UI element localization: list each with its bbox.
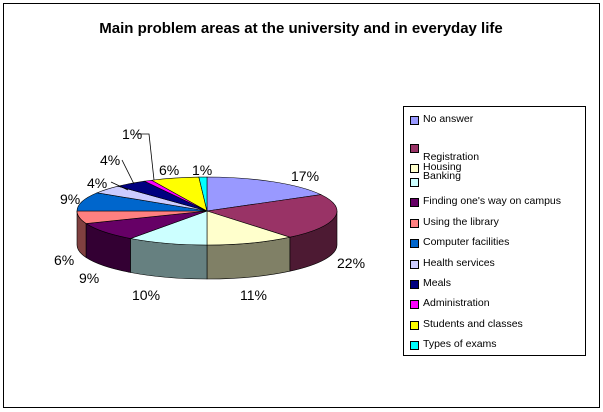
- pie-labels: 17%22%11%10%9%6%9%4%4%1%6% 1%: [54, 126, 365, 303]
- pie-label-banking: 10%: [132, 287, 160, 303]
- legend-item-types-of-exams: Types of exams: [410, 338, 497, 352]
- legend-label: Computer facilities: [423, 236, 510, 248]
- legend-swatch: [410, 321, 419, 330]
- legend-item-housing: Housing: [410, 161, 462, 175]
- pie-label-students-and-classes: 6%: [159, 162, 179, 178]
- leader-line-health-services: [110, 181, 129, 191]
- pie-slice-no-answer: [206, 176, 322, 212]
- legend-swatch: [410, 280, 419, 289]
- legend-swatch: [410, 239, 419, 248]
- chart-title: Main problem areas at the university and…: [99, 20, 503, 37]
- legend-item-banking: Banking: [410, 170, 461, 189]
- pie-sides: [76, 210, 338, 280]
- leader-line-meals: [121, 159, 135, 185]
- legend-swatch: [410, 164, 419, 173]
- legend-swatch: [410, 260, 419, 269]
- pie-slice-types-of-exams: [198, 176, 208, 212]
- pie-label-using-the-library: 6%: [54, 252, 74, 268]
- pie-label-finding-one-s-way-on-campus: 9%: [79, 270, 99, 286]
- chart-frame: Main problem areas at the university and…: [3, 3, 600, 408]
- legend-swatch: [410, 341, 419, 350]
- pie-label-housing: 11%: [240, 287, 267, 303]
- legend-item-administration: Administration: [410, 297, 490, 311]
- pie-label-registration: 22%: [337, 255, 365, 271]
- legend-label: Types of exams: [423, 338, 497, 350]
- legend-item-students-and-classes: Students and classes: [410, 318, 523, 332]
- legend-item-using-the-library: Using the library: [410, 216, 499, 230]
- legend-swatch: [410, 219, 419, 228]
- pie-label-types-of-exams: 1%: [192, 162, 212, 178]
- pie-label-meals: 4%: [100, 152, 120, 168]
- legend-item-no-answer: No answer: [410, 113, 473, 127]
- legend-item-computer-facilities: Computer facilities: [410, 236, 509, 250]
- pie-label-computer-facilities: 9%: [60, 191, 80, 207]
- pie-chart: 17%22%11%10%9%6%9%4%4%1%6% 1%: [54, 126, 365, 303]
- legend-label: Health services: [423, 257, 495, 269]
- legend-label: Finding one's way on campus: [423, 195, 561, 207]
- legend-swatch: [410, 198, 419, 207]
- legend-label: Housing: [423, 161, 462, 173]
- legend-swatch: [410, 116, 419, 125]
- pie-label-health-services: 4%: [87, 175, 107, 191]
- legend-item-finding-one-s-way-on-campus: Finding one's way on campus: [410, 195, 561, 209]
- legend-item-health-services: Health services: [410, 257, 495, 271]
- legend-label: Banking: [423, 170, 461, 182]
- legend-item-registration: Registration: [410, 141, 479, 163]
- legend-swatch: [410, 300, 419, 309]
- legend-item-meals: Meals: [410, 277, 451, 291]
- pie-slice-housing: [206, 210, 292, 246]
- legend-label: No answer: [423, 113, 474, 125]
- pie-slice-registration: [206, 194, 338, 238]
- pie-slice-banking: [129, 210, 208, 246]
- pie-top: [76, 176, 338, 246]
- legend: No answer Registration Housing Banking Findi…: [403, 106, 586, 356]
- legend-label: Administration: [423, 297, 490, 309]
- pie-label-administration: 1%: [122, 126, 142, 142]
- pie-label-no-answer: 17%: [291, 168, 319, 184]
- legend-swatch: [410, 178, 419, 187]
- leader-line-administration: [136, 133, 155, 181]
- legend-label: Meals: [423, 277, 452, 289]
- legend-label: Registration: [423, 151, 480, 163]
- legend-label: Using the library: [423, 216, 499, 228]
- legend-swatch: [410, 144, 419, 153]
- legend-label: Students and classes: [423, 318, 523, 330]
